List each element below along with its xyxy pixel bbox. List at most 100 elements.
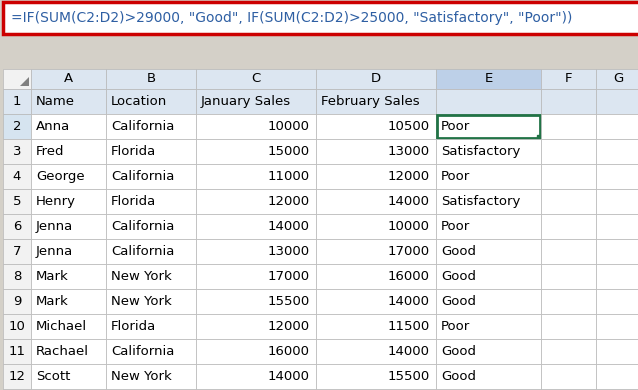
Text: Fred: Fred	[36, 145, 64, 158]
Text: 2: 2	[13, 120, 21, 133]
Text: =IF(SUM(C2:D2)>29000, "Good", IF(SUM(C2:D2)>25000, "Satisfactory", "Poor")): =IF(SUM(C2:D2)>29000, "Good", IF(SUM(C2:…	[11, 11, 572, 25]
Bar	[3, 189, 31, 214]
Bar	[3, 264, 31, 289]
Bar	[106, 189, 196, 214]
Bar	[31, 89, 106, 114]
Bar	[541, 339, 596, 364]
Text: Good: Good	[441, 345, 476, 358]
Bar	[316, 139, 436, 164]
Bar	[106, 164, 196, 189]
Bar	[596, 89, 638, 114]
Bar	[596, 364, 638, 389]
Text: 11500: 11500	[388, 320, 430, 333]
Bar	[436, 364, 541, 389]
Text: California: California	[111, 170, 174, 183]
Bar	[316, 214, 436, 239]
Text: 10000: 10000	[388, 220, 430, 233]
Bar	[596, 339, 638, 364]
Text: 10: 10	[8, 320, 26, 333]
Bar	[196, 139, 316, 164]
Bar	[106, 239, 196, 264]
Bar	[541, 164, 596, 189]
Bar	[316, 89, 436, 114]
Bar	[3, 69, 31, 89]
Bar	[436, 164, 541, 189]
Text: Name: Name	[36, 95, 75, 108]
Bar	[196, 189, 316, 214]
Bar	[106, 339, 196, 364]
Bar	[106, 314, 196, 339]
Bar	[316, 289, 436, 314]
Text: 12000: 12000	[388, 170, 430, 183]
Text: 10000: 10000	[268, 120, 310, 133]
Bar	[196, 214, 316, 239]
Bar	[596, 389, 638, 390]
Bar	[541, 239, 596, 264]
Bar	[316, 339, 436, 364]
Text: 5: 5	[13, 195, 21, 208]
Text: 16000: 16000	[268, 345, 310, 358]
Bar	[436, 239, 541, 264]
Bar	[196, 164, 316, 189]
Bar	[196, 389, 316, 390]
Text: 17000: 17000	[388, 245, 430, 258]
Bar	[3, 114, 31, 139]
Bar	[106, 69, 196, 89]
Bar	[596, 214, 638, 239]
Text: 9: 9	[13, 295, 21, 308]
Bar	[541, 139, 596, 164]
Polygon shape	[20, 77, 29, 86]
Bar	[196, 339, 316, 364]
Bar	[596, 69, 638, 89]
Text: 13000: 13000	[268, 245, 310, 258]
Bar	[31, 114, 106, 139]
Text: Satisfactory: Satisfactory	[441, 195, 521, 208]
Text: 6: 6	[13, 220, 21, 233]
Text: California: California	[111, 220, 174, 233]
Text: Poor: Poor	[441, 220, 470, 233]
Bar	[31, 339, 106, 364]
Bar	[316, 114, 436, 139]
Bar	[596, 264, 638, 289]
Text: Jenna: Jenna	[36, 220, 73, 233]
Bar	[31, 164, 106, 189]
Bar	[106, 214, 196, 239]
Text: Satisfactory: Satisfactory	[441, 145, 521, 158]
Text: 12000: 12000	[268, 320, 310, 333]
Bar	[196, 69, 316, 89]
Text: Location: Location	[111, 95, 167, 108]
Bar	[31, 69, 106, 89]
Text: Good: Good	[441, 370, 476, 383]
Bar	[436, 264, 541, 289]
Bar	[196, 239, 316, 264]
Text: Poor: Poor	[441, 170, 470, 183]
Bar	[436, 389, 541, 390]
Bar	[196, 114, 316, 139]
Bar	[436, 69, 541, 89]
Bar	[436, 314, 541, 339]
Text: A: A	[64, 73, 73, 85]
Bar	[31, 139, 106, 164]
Text: 4: 4	[13, 170, 21, 183]
Bar	[196, 364, 316, 389]
Text: Good: Good	[441, 295, 476, 308]
Bar	[436, 114, 541, 139]
Text: New York: New York	[111, 370, 172, 383]
Text: 15500: 15500	[268, 295, 310, 308]
Bar	[541, 389, 596, 390]
Bar	[541, 189, 596, 214]
Text: B: B	[147, 73, 156, 85]
Bar	[31, 239, 106, 264]
Text: 11000: 11000	[268, 170, 310, 183]
Bar	[3, 289, 31, 314]
Bar	[106, 264, 196, 289]
Text: January Sales: January Sales	[201, 95, 291, 108]
Bar	[3, 389, 31, 390]
Text: Michael: Michael	[36, 320, 87, 333]
Text: 7: 7	[13, 245, 21, 258]
Text: Good: Good	[441, 245, 476, 258]
Bar	[316, 364, 436, 389]
Text: Jenna: Jenna	[36, 245, 73, 258]
Bar	[316, 239, 436, 264]
Bar	[436, 289, 541, 314]
